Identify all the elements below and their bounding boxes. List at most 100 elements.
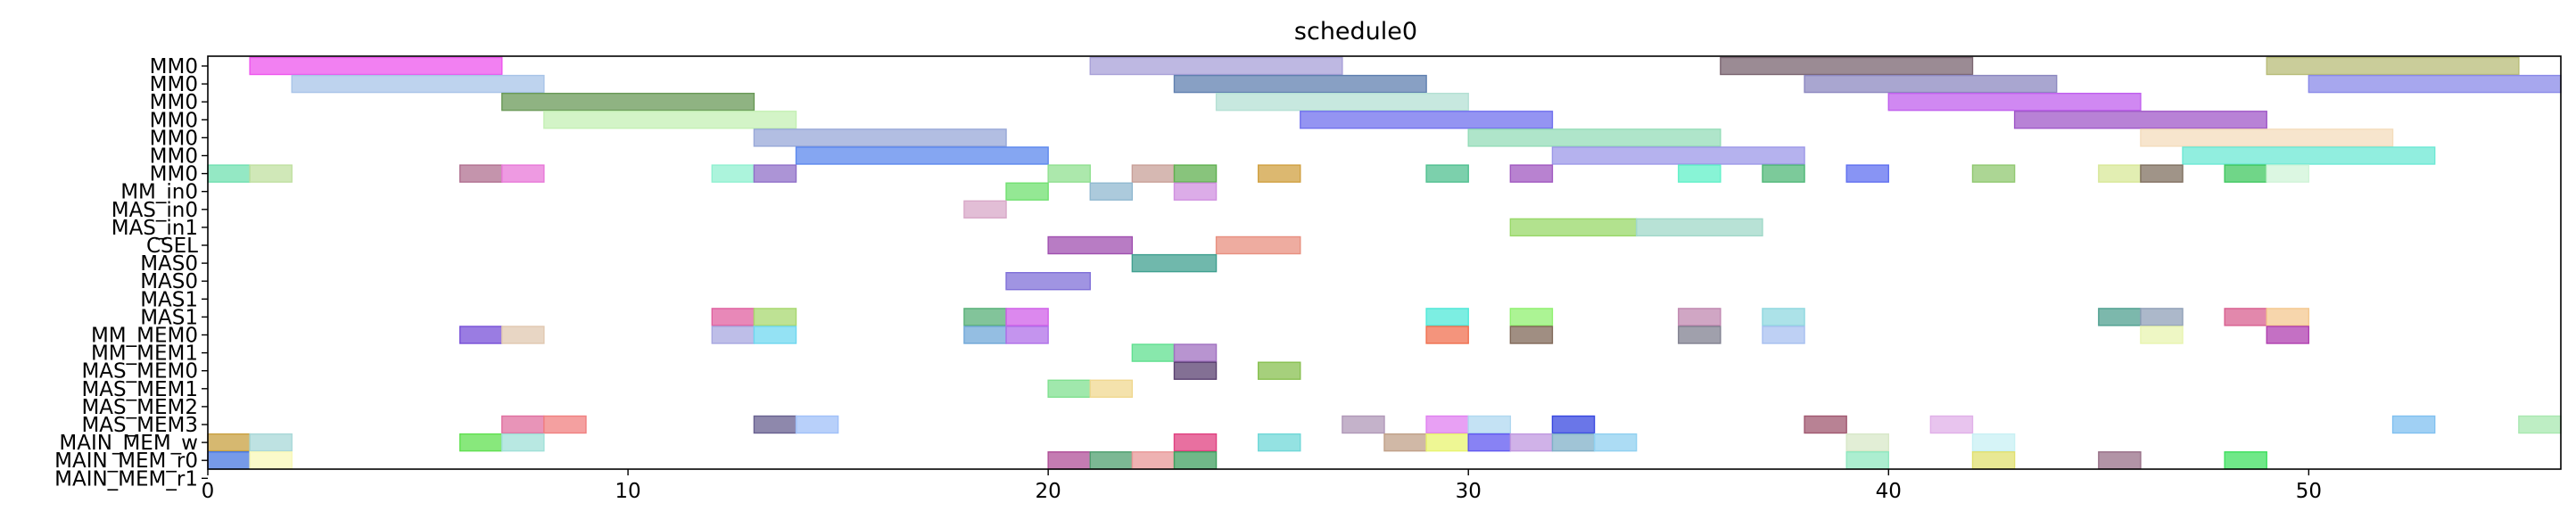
schedule-bar	[1509, 218, 1638, 237]
schedule-bar	[1131, 451, 1176, 470]
row-label: MAS_MEM3	[81, 414, 198, 437]
schedule-bar	[2266, 308, 2310, 326]
schedule-bar	[1551, 146, 1805, 165]
row-label: MAS1	[140, 288, 198, 311]
schedule-bar	[291, 74, 545, 94]
schedule-bar	[1089, 182, 1134, 201]
row-label: MM0	[150, 55, 198, 78]
schedule-bar	[963, 308, 1007, 326]
row-label: MAIN_MEM_r0	[54, 450, 198, 473]
schedule-bar	[501, 415, 545, 434]
schedule-bar	[1173, 182, 1218, 201]
schedule-bar	[1131, 253, 1218, 273]
schedule-bar	[2266, 326, 2310, 344]
schedule-bar	[501, 433, 545, 452]
row-label: MAS0	[140, 252, 198, 276]
schedule-bar	[753, 128, 1007, 147]
x-tick-label: 50	[2296, 480, 2322, 503]
schedule-bar	[2224, 164, 2267, 183]
schedule-bar	[1509, 164, 1554, 183]
schedule-bar	[1971, 164, 2016, 183]
x-axis: 0 10 20 30 40 50	[202, 469, 2322, 503]
schedule-bar	[543, 111, 797, 129]
schedule-bar	[1678, 308, 1721, 326]
schedule-bar	[1762, 308, 1805, 326]
schedule-bar	[458, 433, 503, 452]
x-tick-label: 0	[202, 480, 215, 503]
row-label: MAS_in0	[111, 199, 198, 222]
schedule-bar	[1509, 326, 1554, 344]
schedule-bar	[501, 326, 545, 344]
schedule-bar	[1257, 361, 1301, 380]
schedule-bar	[1678, 164, 1721, 183]
schedule-bar	[1762, 164, 1805, 183]
schedule-bar	[1215, 235, 1301, 255]
row-label: MAIN_MEM_w	[59, 432, 198, 455]
schedule-bar	[1089, 451, 1134, 470]
chart-title: schedule0	[1294, 18, 1417, 45]
schedule-bar	[1593, 433, 1638, 452]
schedule-bar	[753, 308, 797, 326]
schedule-bar	[2140, 128, 2394, 147]
schedule-bar	[1173, 433, 1218, 452]
schedule-bar	[1678, 326, 1721, 344]
schedule-bar	[753, 326, 797, 344]
schedule-bar	[1845, 451, 1889, 470]
schedule-bar	[1804, 415, 1847, 434]
schedule-bar	[711, 326, 755, 344]
x-tick-label: 30	[1456, 480, 1482, 503]
schedule-bar	[207, 433, 251, 452]
schedule-bar	[1467, 433, 1512, 452]
schedule-bar	[1467, 415, 1512, 434]
schedule-bar	[1551, 433, 1596, 452]
row-labels: MM0MM0MM0MM0MM0MM0MM0MM_in0MAS_in0MAS_in…	[54, 55, 208, 491]
schedule-bar	[2266, 164, 2310, 183]
schedule-bar	[1804, 74, 2058, 94]
schedule-bar	[963, 200, 1007, 219]
schedule-bar	[1005, 308, 1049, 326]
schedule-bar	[1467, 128, 1721, 147]
plot-frame	[207, 55, 2562, 470]
schedule-bar	[1300, 111, 1554, 129]
schedule-bar	[2224, 308, 2267, 326]
schedule-bar	[2391, 415, 2436, 434]
row-label: MM_MEM0	[91, 325, 198, 348]
row-label: MAS0	[140, 270, 198, 293]
schedule-bar	[1509, 433, 1554, 452]
schedule-bar	[2140, 326, 2184, 344]
row-label: CSEL	[146, 235, 198, 258]
schedule-bar	[543, 415, 587, 434]
schedule-bar	[2140, 164, 2184, 183]
schedule-bar	[207, 451, 251, 470]
schedule-bar	[711, 164, 755, 183]
schedule-bar	[249, 451, 293, 470]
schedule-bar	[711, 308, 755, 326]
x-tick-label: 40	[1876, 480, 1902, 503]
schedule-bar	[1845, 164, 1889, 183]
row-label: MAS_MEM2	[81, 396, 198, 419]
schedule-bar	[1887, 92, 2142, 111]
schedule-bar	[1089, 379, 1134, 398]
schedule-bar	[501, 164, 545, 183]
schedule-bar	[2098, 164, 2142, 183]
schedule-bar	[753, 164, 797, 183]
schedule-bar	[1635, 218, 1763, 237]
schedule-bar	[249, 56, 503, 76]
schedule-bar	[2266, 56, 2520, 76]
schedule-bar	[458, 164, 503, 183]
row-label: MAS_MEM1	[81, 378, 198, 401]
schedule-bar	[1131, 164, 1176, 183]
schedule-bar	[207, 164, 251, 183]
row-label: MM0	[150, 163, 198, 186]
schedule-bar	[2098, 308, 2142, 326]
schedule-bar	[1089, 56, 1343, 76]
schedule-bar	[1425, 415, 1469, 434]
schedule-bar	[1551, 415, 1596, 434]
schedule-bar	[1971, 451, 2016, 470]
schedule-bar	[458, 326, 503, 344]
schedule-bar	[2182, 146, 2436, 165]
schedule-bar	[1425, 326, 1469, 344]
schedule-bar	[1047, 379, 1091, 398]
row-label: MAS_MEM0	[81, 360, 198, 384]
row-label: MM0	[150, 73, 198, 96]
